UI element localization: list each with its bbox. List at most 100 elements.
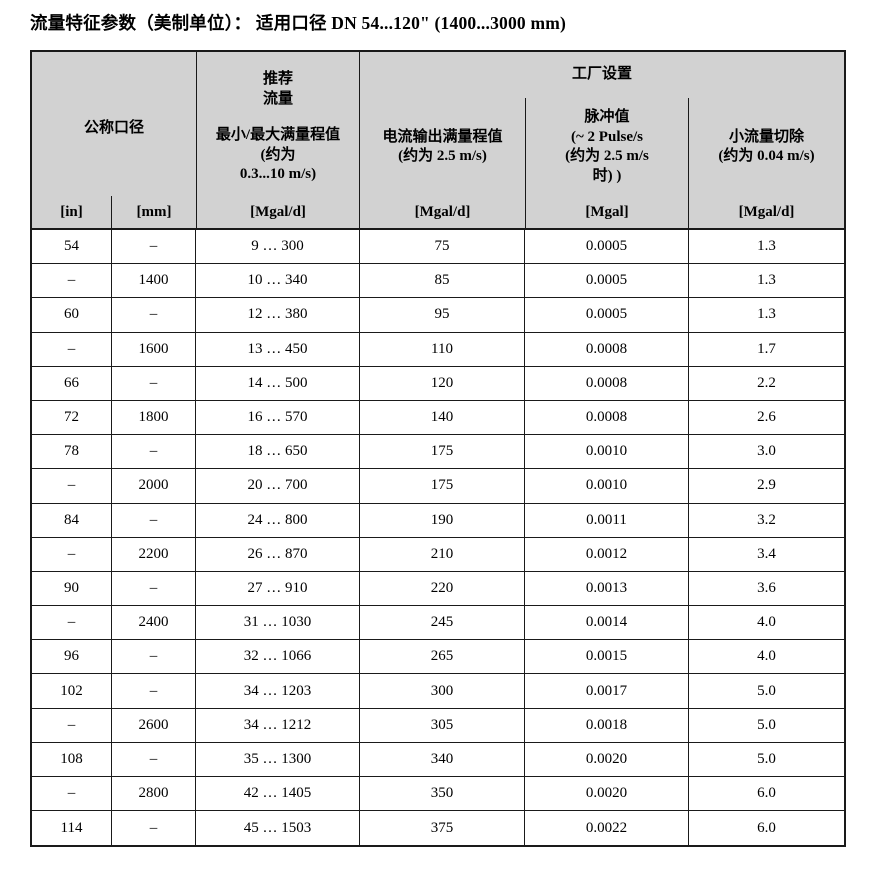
table-cell: 1600 [112,332,196,366]
table-cell: 3.6 [757,579,776,596]
table-cell: 14 … 500 [196,366,360,400]
table-cell: 34 … 1212 [196,708,360,742]
table-row: 96–32 … 1066 265 0.0015 4.0 [32,640,844,675]
table-cell: – [32,537,112,571]
table-cell: 340 [360,742,525,776]
table-cell: 175 [360,435,525,469]
table-cell: 0.0010 [525,435,689,469]
table-cell: 140 [360,400,525,435]
table-cell: 2400 [112,606,196,640]
table-cell: 6.0 [757,819,776,836]
table-cell: 20 … 700 [196,469,360,503]
table-cell: 175 [360,469,525,503]
table-cell: 0.0018 [525,708,689,742]
header-recommended-flow: 推荐 流量 最小/最大满量程值 (约为 0.3...10 m/s) [196,52,360,196]
table-cell: 72 [32,400,112,435]
table-row: 84–24 … 800 190 0.0011 3.2 [32,503,844,538]
table-cell: – [112,298,196,332]
unit-current-output: [Mgal/d] [414,204,471,221]
header-factory-settings: 工厂设置 [571,66,632,83]
table-row: –2800 42 … 1405 350 0.0020 6.0 [32,777,844,812]
table-cell: – [112,640,196,674]
table-cell: 96 [32,640,112,674]
table-cell: 26 … 870 [196,537,360,571]
table-cell: 45 … 1503 [196,811,360,846]
header-pulse-value: 脉冲值 (~ 2 Pulse/s (约为 2.5 m/s 时) ) [525,98,689,196]
table-cell: 18 … 650 [196,435,360,469]
header-current-output-full-scale: 电流输出满量程值 (约为 2.5 m/s) [382,128,503,165]
table-cell: 90 [32,571,112,606]
table-cell: 2200 [112,537,196,571]
unit-recommended-flow: [Mgal/d] [196,196,360,230]
table-cell: 42 … 1405 [196,777,360,811]
table-cell: 3.4 [757,545,776,562]
table-cell: 3.0 [757,443,776,460]
table-cell: 0.0008 [525,400,689,435]
table-cell: 190 [360,503,525,537]
table-cell: 2600 [112,708,196,742]
table-row: 72 1800 16 … 570 140 0.0008 2.6 [32,400,844,436]
table-cell: 1400 [112,264,196,298]
table-cell: – [112,674,196,708]
table-row: –2400 31 … 1030 245 0.0014 4.0 [32,606,844,641]
table-cell: 2000 [112,469,196,503]
table-cell: 27 … 910 [196,571,360,606]
table-row: –2000 20 … 700 175 0.0010 2.9 [32,469,844,504]
table-cell: 54 [32,230,112,264]
table-cell: 108 [32,742,112,776]
table-row: 66–14 … 500 120 0.0008 2.2 [32,366,844,401]
table-row: –1400 10 … 340 85 0.0005 1.3 [32,264,844,299]
table-cell: 85 [360,264,525,298]
table-cell: 5.0 [757,750,776,767]
table-cell: 0.0005 [525,230,689,264]
table-cell: 12 … 380 [196,298,360,332]
table-row: –1600 13 … 450 110 0.0008 1.7 [32,332,844,367]
table-cell: 350 [360,777,525,811]
header-nominal-diameter: 公称口径 [83,120,144,137]
table-cell: 114 [32,811,112,846]
unit-inch: [in] [32,196,112,230]
table-cell: 265 [360,640,525,674]
table-cell: – [32,264,112,298]
table-cell: 24 … 800 [196,503,360,537]
table-cell: 95 [360,298,525,332]
table-cell: 300 [360,674,525,708]
table-cell: 16 … 570 [196,400,360,435]
table-cell: – [112,366,196,400]
table-cell: 34 … 1203 [196,674,360,708]
table-header: 公称口径 推荐 流量 最小/最大满量程值 (约为 0.3...10 m/s) 工… [32,52,844,230]
table-cell: 1800 [112,400,196,435]
table-cell: 4.0 [757,648,776,665]
table-cell: 120 [360,366,525,400]
table-cell: 75 [360,230,525,264]
table-cell: 84 [32,503,112,537]
table-body: 54–9 … 300 75 0.0005 1.3–1400 10 … 340 85 0.00… [32,230,844,846]
flow-parameters-table: 公称口径 推荐 流量 最小/最大满量程值 (约为 0.3...10 m/s) 工… [30,50,846,848]
table-cell: 66 [32,366,112,400]
table-cell: 5.0 [757,716,776,733]
table-cell: 32 … 1066 [196,640,360,674]
table-cell: – [32,708,112,742]
table-cell: 13 … 450 [196,332,360,366]
table-cell: 1.3 [757,306,776,323]
table-cell: – [32,777,112,811]
table-cell: 4.0 [757,614,776,631]
table-cell: 0.0015 [525,640,689,674]
table-cell: 31 … 1030 [196,606,360,640]
unit-low-flow-cutoff: [Mgal/d] [738,204,795,221]
table-cell: 102 [32,674,112,708]
table-cell: 2.9 [757,477,776,494]
table-cell: – [112,811,196,846]
table-cell: 0.0020 [525,742,689,776]
table-cell: 10 … 340 [196,264,360,298]
header-recommended-flow-range: 最小/最大满量程值 (约为 0.3...10 m/s) [215,127,341,183]
table-row: 102–34 … 1203 300 0.0017 5.0 [32,674,844,709]
table-cell: 0.0005 [525,264,689,298]
table-cell: 1.7 [757,340,776,357]
table-cell: 0.0022 [525,811,689,846]
table-cell: 245 [360,606,525,640]
table-cell: 0.0012 [525,537,689,571]
table-cell: 0.0013 [525,571,689,606]
table-cell: 0.0020 [525,777,689,811]
